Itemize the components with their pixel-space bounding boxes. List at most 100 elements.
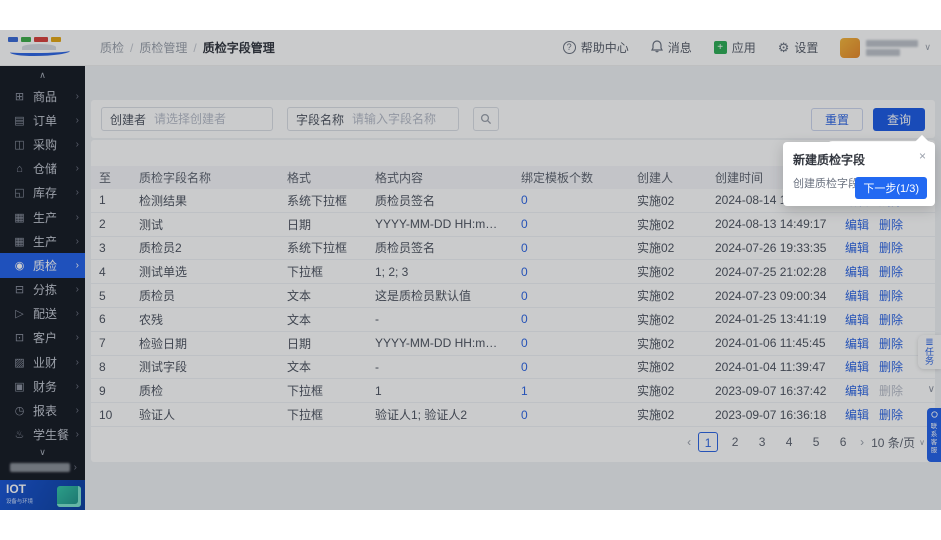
sidebar-item-warehouse[interactable]: ⌂ 仓储 › xyxy=(0,157,85,181)
field-name-filter: 字段名称 xyxy=(287,107,459,131)
chevron-right-icon: › xyxy=(75,235,79,247)
page-number-4[interactable]: 4 xyxy=(785,435,793,449)
search-icon xyxy=(480,113,492,125)
headset-icon xyxy=(930,411,938,418)
sidebar-item-label: 报表 xyxy=(33,404,58,419)
logo-bar-red xyxy=(34,36,48,42)
goods-icon: ⊞ xyxy=(14,90,25,103)
chevron-right-icon: › xyxy=(75,163,79,175)
sidebar-item-finance[interactable]: ▣ 财务 › xyxy=(0,374,85,398)
sidebar-item-student-meal[interactable]: ♨ 学生餐 › xyxy=(0,423,85,447)
search-button[interactable] xyxy=(473,107,499,131)
task-stack-icon: ≣ xyxy=(925,337,934,348)
breadcrumb: 质检 / 质检管理 / 质检字段管理 xyxy=(100,39,275,56)
reset-button[interactable]: 重置 xyxy=(810,107,863,131)
topbar-action-app-grid[interactable]: + 应用 xyxy=(713,39,756,56)
sidebar-menu: ⊞ 商品 › ▤ 订单 › ◫ 采购 › ⌂ 仓储 › ◱ 库存 › ▦ 生产 › ▦ 生产 › ◉ 质检 › ⊟ 分拣 › ▷ 配送 ›… xyxy=(0,84,85,447)
chevron-down-icon: ∨ xyxy=(919,437,925,447)
next-page-icon[interactable]: › xyxy=(860,435,865,449)
chevron-right-icon: › xyxy=(75,308,79,320)
chevron-right-icon: › xyxy=(73,462,77,474)
finance-icon: ▣ xyxy=(14,380,25,393)
page-number-1[interactable]: 1 xyxy=(698,432,719,452)
sidebar-item-label: 生产 xyxy=(33,234,58,249)
sidebar-item-biz-finance[interactable]: ▨ 业财 › xyxy=(0,350,85,374)
close-icon[interactable]: × xyxy=(918,149,926,163)
chevron-right-icon: › xyxy=(75,138,79,150)
sidebar-scroll-up-icon[interactable]: ∧ xyxy=(39,70,46,80)
bell-icon xyxy=(650,40,663,55)
chevron-right-icon: › xyxy=(75,211,79,223)
breadcrumb-item[interactable]: 质检管理 xyxy=(139,41,188,55)
topbar-actions: ? 帮助中心 消息 + 应用 ⚙ 设置 ∨ xyxy=(562,37,941,58)
task-float-tab[interactable]: ≣ 任务 xyxy=(918,335,941,369)
breadcrumb-item[interactable]: 质检 xyxy=(100,41,125,55)
warehouse-icon: ⌂ xyxy=(16,162,23,175)
guide-popup: 新建质检字段 × 创建质检字段与格式 下一步(1/3) xyxy=(783,134,935,206)
sidebar-item-orders[interactable]: ▤ 订单 › xyxy=(0,108,85,132)
pagination: ‹ 1 2 3 4 5 6 › 10 条/页 ∨ xyxy=(687,432,925,452)
sidebar-item-redacted[interactable]: › xyxy=(10,461,77,475)
service-label: 联系客服 xyxy=(930,422,937,454)
logo-bar-green xyxy=(21,36,31,42)
field-name-input[interactable] xyxy=(352,112,450,126)
page-size-value: 10 条/页 xyxy=(871,435,916,450)
chevron-right-icon: › xyxy=(75,405,79,417)
table-row: 2 测试 日期 YYYY-MM-DD HH:mm:ss 0 实施02 2024-08-13 … xyxy=(91,213,935,237)
avatar[interactable] xyxy=(840,37,861,58)
gear-icon: ⚙ xyxy=(777,40,790,55)
page-size-select[interactable]: 10 条/页 ∨ xyxy=(871,434,925,451)
sidebar-item-purchase[interactable]: ◫ 采购 › xyxy=(0,132,85,156)
chevron-down-icon: ∨ xyxy=(924,42,931,52)
sidebar-item-reports[interactable]: ◷ 报表 › xyxy=(0,398,85,422)
page-number-3[interactable]: 3 xyxy=(758,435,766,449)
chevron-right-icon: › xyxy=(75,332,79,344)
query-button[interactable]: 查询 xyxy=(872,107,925,131)
production2-icon: ▦ xyxy=(14,235,25,248)
breadcrumb-item: 质检字段管理 xyxy=(202,41,275,55)
sidebar-item-customers[interactable]: ⊡ 客户 › xyxy=(0,326,85,350)
creator-input[interactable] xyxy=(154,112,264,126)
user-menu[interactable]: ∨ xyxy=(840,37,931,58)
sidebar-item-qc[interactable]: ◉ 质检 › xyxy=(0,253,85,278)
purchase-icon: ◫ xyxy=(14,138,25,151)
chevron-right-icon: › xyxy=(75,429,79,441)
table-row: 6 农残 文本 -0 实施02 2024-01-25 13:41:19 编辑 删除 xyxy=(91,308,935,332)
sidebar-item-inventory[interactable]: ◱ 库存 › xyxy=(0,181,85,205)
page-number-5[interactable]: 5 xyxy=(812,435,820,449)
page-number-2[interactable]: 2 xyxy=(731,435,739,449)
sidebar-item-delivery[interactable]: ▷ 配送 › xyxy=(0,302,85,326)
table-row: 9 质检 下拉框 1 1 实施02 2023-09-07 16:37:42 编辑 删除 xyxy=(91,379,935,404)
sidebar-item-label: 配送 xyxy=(33,307,58,322)
sidebar-item-production2[interactable]: ▦ 生产 › xyxy=(0,229,85,253)
guide-dim-overlay xyxy=(0,30,941,510)
qc-icon: ◉ xyxy=(14,259,25,272)
sidebar-item-label: 财务 xyxy=(33,379,58,394)
topbar-action-help-circle[interactable]: ? 帮助中心 xyxy=(562,39,629,56)
task-label: 任务 xyxy=(924,347,934,366)
sidebar-scroll-down-icon[interactable]: ∨ xyxy=(39,446,46,457)
chevron-right-icon: › xyxy=(75,284,79,296)
table-header-row: 至质检字段名称 格式 格式内容 绑定模板个数 创建人 创建时间 xyxy=(91,166,935,189)
page-number-6[interactable]: 6 xyxy=(839,435,847,449)
redacted-label xyxy=(10,463,70,473)
topbar-action-gear[interactable]: ⚙ 设置 xyxy=(778,39,819,56)
sidebar-item-sorting[interactable]: ⊟ 分拣 › xyxy=(0,278,85,302)
service-label-char: 系 xyxy=(930,430,938,438)
chevron-right-icon: › xyxy=(75,90,79,102)
delivery-icon: ▷ xyxy=(15,308,24,321)
sidebar-item-label: 业财 xyxy=(33,355,58,370)
sidebar-item-production[interactable]: ▦ 生产 › xyxy=(0,205,85,229)
filter-bar: 创建者 字段名称 重置 查询 xyxy=(91,100,935,138)
sidebar-logo-iot: IOT 设备与环境 xyxy=(0,480,85,510)
chevron-right-icon: › xyxy=(75,380,79,392)
next-step-button[interactable]: 下一步(1/3) xyxy=(855,177,927,199)
sidebar-item-goods[interactable]: ⊞ 商品 › xyxy=(0,84,85,108)
app-window: 质检 / 质检管理 / 质检字段管理 ? 帮助中心 消息 + 应用 ⚙ 设置 ∨ ∧ ⊞ 商品 › ▤ 订单… xyxy=(0,30,941,510)
sidebar-item-label: 学生餐 xyxy=(33,428,70,443)
creator-filter: 创建者 xyxy=(101,107,273,131)
prev-page-icon[interactable]: ‹ xyxy=(687,435,692,449)
topbar-action-bell[interactable]: 消息 xyxy=(650,39,692,56)
scroll-down-icon[interactable]: ∨ xyxy=(927,384,935,395)
customer-service-tab[interactable]: 联系客服 xyxy=(927,408,941,462)
